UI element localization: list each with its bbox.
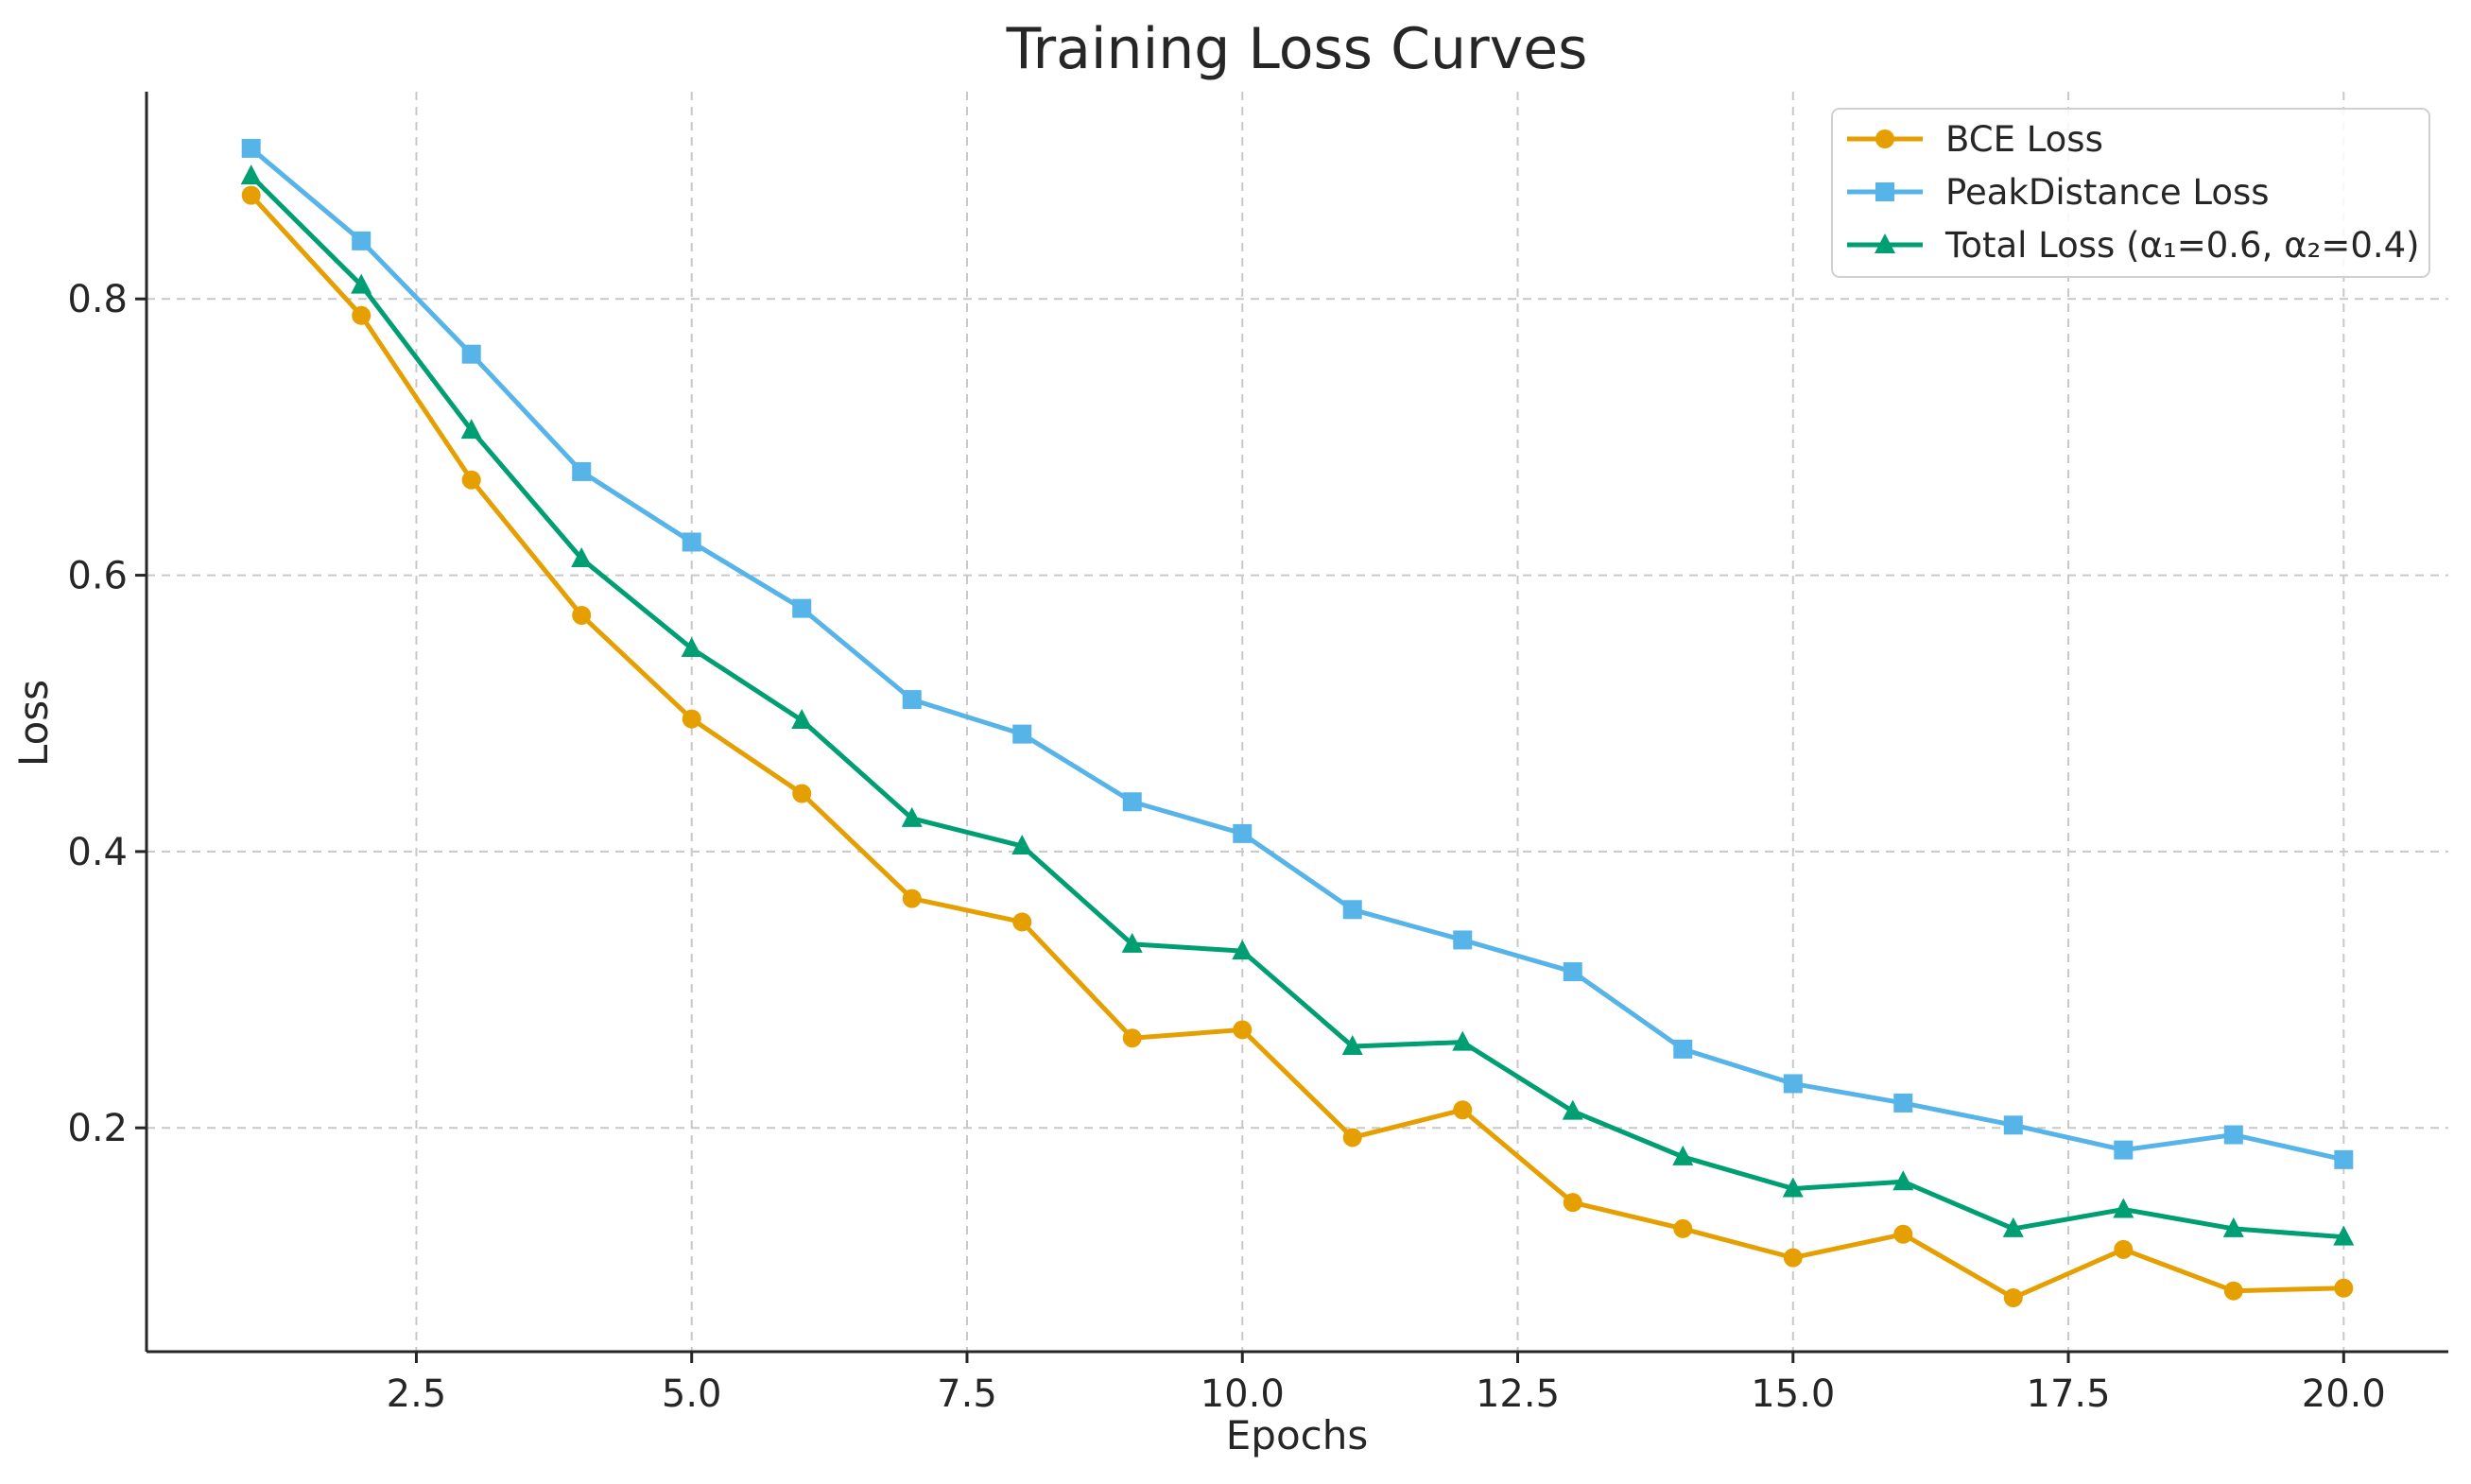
ticks: 2.5 5.0 7.5 10.0 12.5 15.0 17.5 20.0 0.2 0.4 0.6 0.… [67, 278, 2385, 1416]
axes [145, 92, 2448, 1354]
data-point [351, 273, 372, 294]
data-point [2223, 1281, 2243, 1301]
data-point [2003, 1115, 2023, 1135]
data-point [1232, 940, 1253, 960]
data-point [2333, 1225, 2355, 1246]
data-point [792, 784, 812, 803]
data-point [1563, 1193, 1582, 1213]
data-point [1012, 912, 1032, 932]
x-tick-label: 20.0 [2302, 1372, 2386, 1416]
data-point [901, 806, 923, 827]
y-axis-label: Loss [10, 680, 57, 767]
legend-marker [1875, 129, 1894, 148]
x-tick-label: 17.5 [2027, 1372, 2111, 1416]
x-tick-label: 5.0 [662, 1372, 722, 1416]
data-point [1011, 835, 1033, 855]
data-point [1342, 1128, 1362, 1148]
data-point [572, 605, 592, 625]
data-point [571, 547, 593, 568]
data-point [1783, 1248, 1803, 1268]
legend-marker [1875, 182, 1894, 201]
series-line-0 [249, 193, 2344, 1301]
data-point [1673, 1039, 1693, 1059]
x-tick-label: 2.5 [387, 1372, 447, 1416]
data-point [1452, 1030, 1474, 1051]
data-point [902, 889, 922, 908]
data-point [352, 305, 372, 325]
x-tick-label: 15.0 [1751, 1372, 1835, 1416]
data-point [2003, 1287, 2023, 1307]
series-layer [240, 138, 2355, 1307]
data-point [2222, 1217, 2244, 1237]
data-point [1453, 1100, 1473, 1120]
legend-label: BCE Loss [1945, 119, 2103, 160]
data-point [461, 344, 481, 364]
legend: BCE Loss PeakDistance Loss Total Loss (α₁=… [1831, 108, 2430, 278]
data-point [2114, 1239, 2134, 1259]
data-point [681, 637, 702, 658]
legend-item-1: PeakDistance Loss [1847, 172, 2270, 213]
data-point [1672, 1145, 1694, 1165]
data-point [1012, 724, 1032, 744]
data-point [2334, 1149, 2354, 1169]
legend-label: PeakDistance Loss [1945, 172, 2270, 213]
data-point [902, 690, 922, 710]
data-point [2113, 1198, 2134, 1218]
series-1 [241, 138, 2354, 1169]
data-point [1453, 930, 1473, 950]
data-point [791, 709, 813, 730]
data-point [1233, 1020, 1253, 1040]
data-point [2002, 1217, 2024, 1237]
data-point [1893, 1224, 1913, 1244]
legend-item-0: BCE Loss [1847, 119, 2103, 160]
data-point [572, 461, 592, 481]
data-point [460, 419, 482, 440]
data-point [241, 185, 261, 205]
data-point [792, 598, 812, 618]
data-point [682, 709, 701, 729]
data-point [240, 164, 262, 185]
grid [147, 92, 2448, 1352]
legend-marker [1875, 233, 1895, 253]
data-point [682, 532, 701, 552]
series-0 [241, 185, 2354, 1307]
data-point [1562, 1099, 1583, 1120]
data-point [1893, 1093, 1913, 1113]
data-point [1892, 1170, 1914, 1191]
y-tick-label: 0.4 [67, 831, 128, 874]
chart-title: Training Loss Curves [1006, 16, 1588, 82]
data-point [1342, 900, 1362, 920]
legend-label: Total Loss (α₁=0.6, α₂=0.4) [1944, 225, 2420, 266]
data-point [1233, 823, 1253, 843]
data-point [1341, 1034, 1363, 1055]
x-tick-label: 12.5 [1476, 1372, 1560, 1416]
data-point [241, 138, 261, 158]
legend-frame [1831, 108, 2430, 278]
legend-item-2: Total Loss (α₁=0.6, α₂=0.4) [1847, 225, 2420, 266]
data-point [461, 470, 481, 490]
data-point [1563, 962, 1582, 982]
data-point [2223, 1125, 2243, 1145]
data-point [1782, 1177, 1804, 1198]
x-tick-label: 10.0 [1201, 1372, 1285, 1416]
data-point [1122, 1028, 1142, 1048]
data-point [2334, 1278, 2354, 1298]
series-line-2 [249, 174, 2344, 1240]
x-axis-label: Epochs [1226, 1412, 1369, 1458]
data-point [2114, 1140, 2134, 1160]
data-point [1783, 1074, 1803, 1094]
data-point [1673, 1218, 1693, 1238]
y-tick-label: 0.8 [67, 278, 128, 321]
series-2 [240, 164, 2355, 1246]
series-line-1 [250, 147, 2344, 1163]
x-tick-label: 7.5 [937, 1372, 997, 1416]
y-tick-label: 0.2 [67, 1107, 128, 1150]
data-point [1121, 932, 1143, 953]
y-tick-label: 0.6 [67, 555, 128, 598]
data-point [1122, 792, 1142, 812]
data-point [352, 231, 372, 250]
